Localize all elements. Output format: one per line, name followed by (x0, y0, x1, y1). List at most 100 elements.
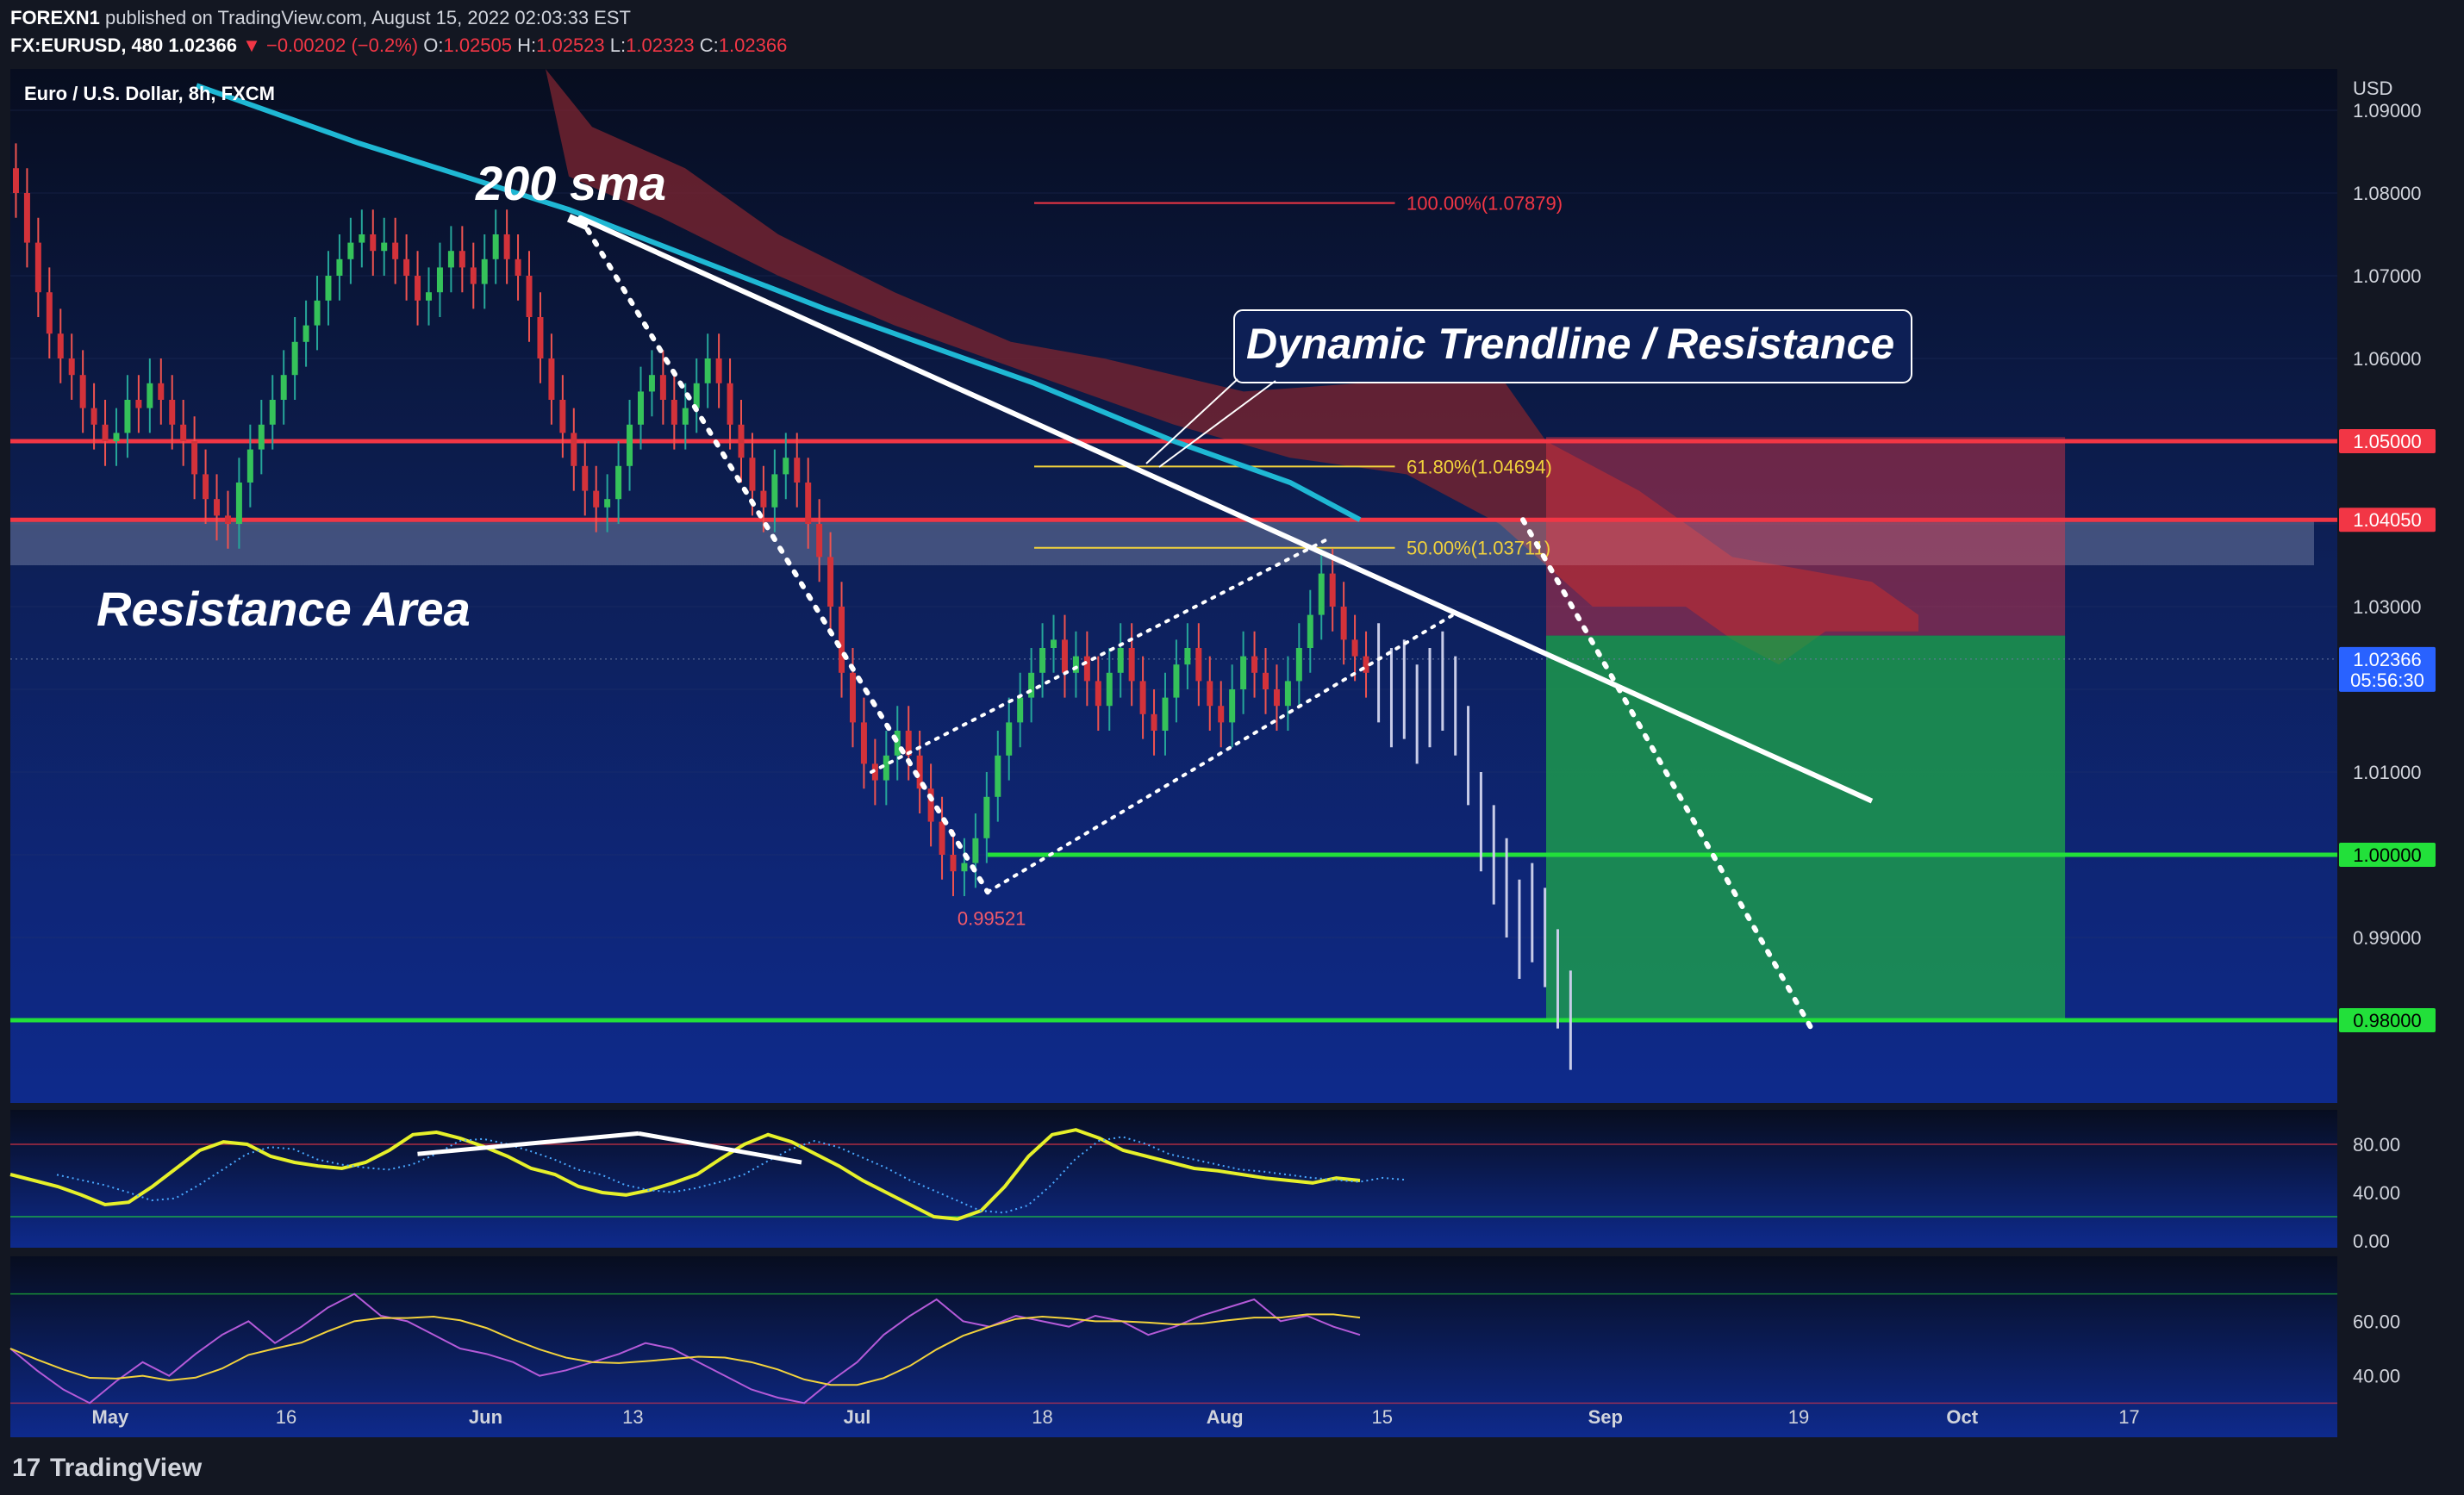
candle-body (1173, 664, 1180, 698)
candle-body (637, 391, 644, 425)
osc-pane-bg (10, 1110, 2337, 1248)
candle-body (1061, 639, 1068, 673)
candle-body (68, 358, 75, 376)
x-tick-label: 15 (1372, 1406, 1393, 1428)
dynamic-trendline (579, 215, 1874, 804)
candle-body (627, 424, 633, 466)
price-tag-p1050: 1.05000 (2353, 431, 2422, 452)
candle-body (548, 358, 555, 400)
candle-body (370, 234, 377, 252)
candle-body (1106, 672, 1113, 707)
candle-body (771, 474, 778, 508)
candle-body (492, 234, 499, 259)
x-tick-label: 18 (1032, 1406, 1052, 1428)
x-tick-label: Jun (469, 1406, 502, 1428)
candle-body (280, 375, 287, 400)
price-tag-p980: 0.98000 (2353, 1010, 2422, 1031)
candle-body (481, 259, 488, 284)
trendline-annotation: Dynamic Trendline / Resistance (1246, 320, 1894, 368)
high-value: 1.02523 (536, 34, 605, 56)
osc-tick-label: 80.00 (2353, 1134, 2400, 1156)
x-tick-label: May (92, 1406, 130, 1428)
candle-body (1284, 681, 1291, 707)
candle-body (359, 234, 365, 243)
price-tag-bg (2339, 1008, 2436, 1032)
candle-body (258, 424, 265, 450)
y-tick-label: 1.01000 (2353, 762, 2422, 783)
rsi-pane-bg (10, 1256, 2337, 1437)
callout-pointer-1 (1145, 378, 1238, 464)
candle-body (269, 400, 276, 425)
candle-body (314, 300, 321, 326)
candle-body (693, 383, 700, 408)
projection-dotted-line (1520, 517, 1817, 1036)
price-tag-bg (2339, 429, 2436, 453)
candle-body (648, 375, 655, 392)
publisher-name[interactable]: FOREXN1 (10, 7, 100, 28)
candle-body (883, 755, 889, 781)
channel-line (870, 539, 1327, 774)
currency-label: USD (2353, 78, 2392, 99)
candle-body (1095, 681, 1101, 707)
candle-body (1117, 648, 1124, 673)
candles (12, 143, 1369, 896)
candle-body (537, 317, 544, 358)
candle-body (738, 424, 745, 458)
price-tag-countdown: 05:56:30 (2350, 670, 2424, 691)
trendline-anchor (566, 214, 589, 230)
candle-body (34, 242, 41, 293)
rsi-tick-label: 40.00 (2353, 1366, 2400, 1387)
candle-body (871, 763, 878, 781)
candle-body (905, 731, 912, 756)
candle-body (1028, 672, 1035, 698)
candle-body (147, 383, 153, 408)
candle-body (950, 855, 957, 872)
cloud-area (546, 69, 1918, 665)
resistance-area-annotation: Resistance Area (97, 582, 471, 636)
candle-body (1083, 656, 1090, 682)
fib-label: 50.00%(1.03711) (1407, 538, 1550, 559)
take-profit-zone (1546, 635, 2066, 1020)
candle-body (593, 490, 600, 508)
open-value: 1.02505 (443, 34, 512, 56)
candle-body (325, 276, 332, 301)
y-tick-label: 1.03000 (2353, 596, 2422, 618)
candle-body (1295, 648, 1302, 682)
x-tick-label: Jul (844, 1406, 871, 1428)
symbol-label[interactable]: FX:EURUSD, 480 (10, 34, 164, 56)
candle-body (727, 383, 733, 425)
candle-body (458, 251, 465, 268)
candle-body (235, 483, 242, 524)
candle-body (470, 267, 477, 284)
candle-body (124, 400, 131, 433)
candle-body (347, 242, 354, 259)
candle-body (169, 400, 176, 425)
candle-body (794, 458, 801, 483)
rsi-pane: 60.00 40.00 (9, 1293, 2400, 1405)
candle-body (79, 375, 86, 408)
open-label: O: (423, 34, 444, 56)
candle-body (995, 755, 1001, 797)
candle-body (715, 358, 722, 383)
stochastic-pane: 80.00 40.00 0.00 (9, 1128, 2400, 1252)
candle-body (816, 524, 823, 558)
candle-body (927, 788, 934, 822)
divergence-line-1 (417, 1131, 639, 1156)
candle-body (1128, 648, 1135, 682)
channel-line (986, 613, 1455, 894)
callout-pointer-2 (1158, 380, 1276, 468)
candle-body (1006, 722, 1013, 756)
candle-body (805, 483, 812, 524)
close-value: 1.02366 (718, 34, 788, 56)
low-label: L: (609, 34, 627, 56)
candle-body (503, 234, 510, 259)
candle-body (1051, 639, 1057, 648)
price-tag-bg (2339, 843, 2436, 867)
candle-body (436, 267, 443, 293)
candle-body (1329, 573, 1336, 607)
candle-body (214, 499, 221, 516)
osc-tick-label: 0.00 (2353, 1230, 2390, 1252)
candle-body (1351, 639, 1358, 657)
branding-logo: 17 (12, 1454, 41, 1482)
